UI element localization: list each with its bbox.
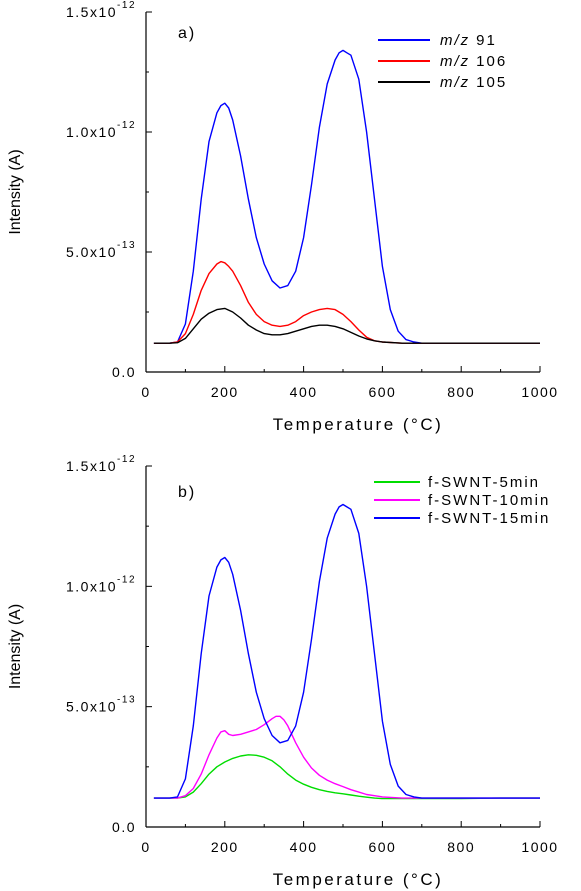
x-tick-label: 0 xyxy=(141,384,150,400)
x-axis-title: Temperature (°C) xyxy=(273,870,444,889)
y-tick-label: 0.0 xyxy=(112,819,136,835)
y-tick-exponent: -12 xyxy=(117,454,136,465)
y-tick-mantissa: 5.0x10 xyxy=(66,244,117,260)
legend-value: 91 xyxy=(476,32,497,49)
series-line-1 xyxy=(153,754,540,800)
x-tick-label: 400 xyxy=(290,839,318,855)
y-tick-label: 0.0 xyxy=(112,364,136,380)
y-tick-label: 1.0x10-12 xyxy=(66,574,136,594)
y-tick-label: 1.5x10-12 xyxy=(66,0,136,20)
y-tick-exponent: -12 xyxy=(117,574,136,585)
y-tick-exponent: -13 xyxy=(117,695,136,706)
y-axis-title: Intensity (A) xyxy=(7,604,24,689)
legend-prefix: m/z xyxy=(440,74,470,91)
panel-label: a) xyxy=(178,25,196,42)
legend-value: 106 xyxy=(476,53,507,70)
chart-panel-b: 0 200 400 600 800 10000.05.0x10-131.0x10-121.… xyxy=(7,454,558,889)
x-tick-label: 400 xyxy=(290,384,318,400)
series-line-2 xyxy=(153,715,540,799)
y-tick-mantissa: 1.0x10 xyxy=(66,578,117,594)
y-tick-label: 5.0x10-13 xyxy=(66,695,136,715)
legend-entry: f-SWNT-10min xyxy=(428,492,550,509)
x-tick-label: 200 xyxy=(211,839,239,855)
legend-name: f-SWNT-10min xyxy=(428,492,550,509)
y-tick-mantissa: 5.0x10 xyxy=(66,699,117,715)
y-tick-label: 1.5x10-12 xyxy=(66,454,136,474)
legend-entry: m/z 105 xyxy=(440,74,507,91)
x-axis-title: Temperature (°C) xyxy=(273,415,444,434)
x-tick-label: 800 xyxy=(447,839,475,855)
legend-name: f-SWNT-5min xyxy=(428,474,540,491)
x-tick-label: 1000 xyxy=(521,384,558,400)
y-tick-mantissa: 0.0 xyxy=(112,819,136,835)
legend-prefix: m/z xyxy=(440,32,470,49)
y-tick-label: 5.0x10-13 xyxy=(66,240,136,260)
y-tick-label: 1.0x10-12 xyxy=(66,120,136,140)
y-tick-mantissa: 1.5x10 xyxy=(66,4,117,20)
y-tick-mantissa: 0.0 xyxy=(112,364,136,380)
series-line-3 xyxy=(153,503,540,799)
x-tick-label: 1000 xyxy=(521,839,558,855)
series-line-1 xyxy=(153,49,540,344)
y-tick-exponent: -12 xyxy=(117,0,136,11)
legend-entry: m/z 106 xyxy=(440,53,507,70)
y-tick-exponent: -13 xyxy=(117,240,136,251)
x-tick-label: 800 xyxy=(447,384,475,400)
chart-panel-a: 0 200 400 600 800 10000.05.0x10-131.0x10-121.… xyxy=(7,0,558,434)
y-tick-mantissa: 1.5x10 xyxy=(66,458,117,474)
y-axis-title: Intensity (A) xyxy=(7,149,24,234)
x-tick-label: 0 xyxy=(141,839,150,855)
legend-prefix: m/z xyxy=(440,53,470,70)
y-tick-mantissa: 1.0x10 xyxy=(66,124,117,140)
x-tick-label: 600 xyxy=(368,384,396,400)
y-tick-exponent: -12 xyxy=(117,120,136,131)
legend-entry: f-SWNT-5min xyxy=(428,474,540,491)
x-tick-label: 200 xyxy=(211,384,239,400)
legend-value: 105 xyxy=(476,74,507,91)
legend-entry: f-SWNT-15min xyxy=(428,510,550,527)
panel-label: b) xyxy=(178,484,196,501)
x-tick-label: 600 xyxy=(368,839,396,855)
legend-name: f-SWNT-15min xyxy=(428,510,550,527)
legend: m/z 91 m/z 106 m/z 105 xyxy=(378,32,507,91)
series-line-3 xyxy=(153,307,540,344)
legend-entry: m/z 91 xyxy=(440,32,497,49)
